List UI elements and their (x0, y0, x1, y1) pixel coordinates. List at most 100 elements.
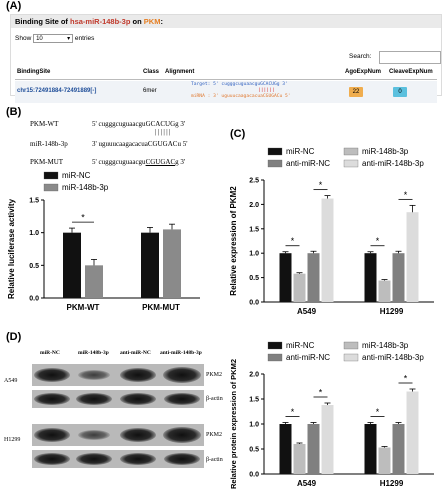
significance-star: * (376, 407, 380, 417)
wt-end: 3' (180, 120, 186, 128)
blot-band (34, 428, 70, 442)
panel-label-a: (A) (6, 0, 22, 12)
wt-start: 5' (92, 120, 97, 128)
significance-star: * (319, 388, 323, 398)
chevron-down-icon: ▾ (67, 36, 71, 42)
x-tick-label: PKM-WT (67, 303, 100, 312)
significance-star: * (319, 180, 323, 190)
legend-label: miR-NC (286, 341, 315, 350)
mut-seq: cugggcuguaacgu (98, 158, 146, 166)
legend-swatch (267, 159, 283, 168)
entries-select[interactable]: 10 ▾ (33, 34, 74, 43)
mir-tail: u (177, 140, 181, 148)
bar (392, 424, 405, 474)
y-tick-label: 1.0 (249, 422, 259, 429)
legend-swatch (343, 147, 359, 156)
mir-start: 3' (92, 140, 97, 148)
legend-label: anti-miR-148b-3p (362, 353, 424, 362)
seed-bars: |||||| (155, 128, 172, 136)
legend-swatch (267, 341, 283, 350)
cell-line-label: A549 (4, 378, 18, 384)
y-tick-label: 2.0 (249, 202, 259, 209)
bar (141, 232, 159, 298)
title-prefix: Binding Site of (15, 17, 70, 26)
seq-name-mir: miR-148b-3p (30, 140, 68, 148)
luciferase-chart: 0.0 0.5 1.0 1.5 Relative luciferase activity… (7, 171, 200, 312)
entries-value: 10 (36, 36, 43, 42)
legend-label: miR-148b-3p (62, 183, 109, 192)
legend-label: miR-NC (286, 147, 315, 156)
protein-label: β-actin (206, 457, 223, 463)
pkm2-protein-chart: 0.0 0.5 1.0 1.5 2.0 Relative protein expressi… (229, 341, 434, 489)
bar (163, 229, 181, 298)
lane-label: anti-miR-NC (120, 350, 151, 356)
search-label: Search: (349, 53, 372, 60)
y-axis-label: Relative luciferase activity (7, 198, 16, 299)
blot-strip (32, 364, 204, 386)
binding-site-link[interactable]: chr15:72491884-72491889[-] (17, 88, 97, 94)
bar (279, 253, 292, 302)
blot-band (78, 430, 110, 440)
mut-start: 5' (92, 158, 97, 166)
y-tick-label: 0.5 (249, 447, 259, 454)
lane-label: miR-NC (40, 350, 60, 356)
bar (378, 280, 391, 302)
col-class[interactable]: Class (143, 69, 160, 75)
significance-star: * (291, 407, 295, 417)
target-seq: Target: 5' cugggcuguaacguGCACUGg 3' (191, 82, 288, 87)
mirna-name[interactable]: hsa-miR-148b-3p (70, 17, 131, 26)
significance-star: * (81, 213, 85, 223)
bar (321, 198, 334, 302)
search-input[interactable] (379, 51, 441, 64)
blot-band (34, 393, 70, 405)
lane-label: anti-miR-148b-3p (160, 350, 202, 356)
blot-band (78, 370, 110, 380)
gene-name[interactable]: PKM (143, 17, 161, 26)
col-alignment[interactable]: Alignment (165, 69, 195, 75)
significance-star: * (404, 374, 408, 384)
blot-strip (32, 390, 204, 408)
entries-control: Show 10 ▾ entries (15, 34, 94, 43)
bar (85, 265, 103, 298)
blot-images (32, 364, 204, 468)
blot-band (76, 453, 112, 465)
seq-name-mut: PKM-MUT (30, 158, 64, 166)
y-tick-label: 1.5 (249, 226, 259, 233)
bar (63, 232, 81, 298)
mir-seed: CGUGAC (147, 140, 178, 148)
legend-label: anti-miR-NC (286, 159, 330, 168)
blot-band (164, 453, 200, 465)
y-tick-label: 2.0 (249, 372, 259, 379)
ago-badge: 22 (349, 87, 363, 97)
x-tick-label: H1299 (380, 479, 404, 488)
panel-label-c: (C) (230, 128, 246, 140)
bar (307, 424, 320, 474)
legend-label: anti-miR-148b-3p (362, 159, 424, 168)
binding-site-table-panel: Binding Site of hsa-miR-148b-3p on PKM: … (10, 14, 442, 103)
pairing-bars: |||||| (258, 88, 275, 93)
table-row: chr15:72491884-72491889[-] 6mer Target: … (15, 81, 437, 103)
class-cell: 6mer (143, 88, 157, 94)
significance-star: * (291, 236, 295, 246)
mir-end: 5' (182, 140, 188, 148)
x-tick-label: A549 (297, 307, 317, 316)
mir-seq: uguuucaagacacua (98, 140, 148, 148)
seq-mut: 5' cugggcuguaacguCGUGACg 3' (92, 158, 185, 166)
legend-swatch (343, 341, 359, 350)
col-binding-site[interactable]: BindingSite (17, 69, 51, 75)
y-tick-label: 0.5 (29, 263, 39, 270)
alignment-cell: Target: 5' cugggcuguaacguGCACUGg 3' ||||… (191, 82, 291, 100)
blot-band (34, 453, 70, 465)
legend-swatch (43, 171, 59, 180)
blot-band (163, 427, 201, 443)
bar (364, 253, 377, 302)
y-axis-label: Relative protein expression of PKM2 (229, 359, 238, 489)
col-ago[interactable]: AgoExpNum (345, 69, 381, 75)
mirna-seq: miRNA : 3' uguuucaagacacuaCGUGACu 5' (191, 94, 291, 99)
panel-label-d: (D) (6, 331, 22, 343)
legend-label: miR-NC (62, 171, 91, 180)
y-tick-label: 1.5 (249, 397, 259, 404)
legend-swatch (343, 159, 359, 168)
col-cleave[interactable]: CleaveExpNum (389, 69, 433, 75)
seq-name-wt: PKM-WT (30, 120, 59, 128)
